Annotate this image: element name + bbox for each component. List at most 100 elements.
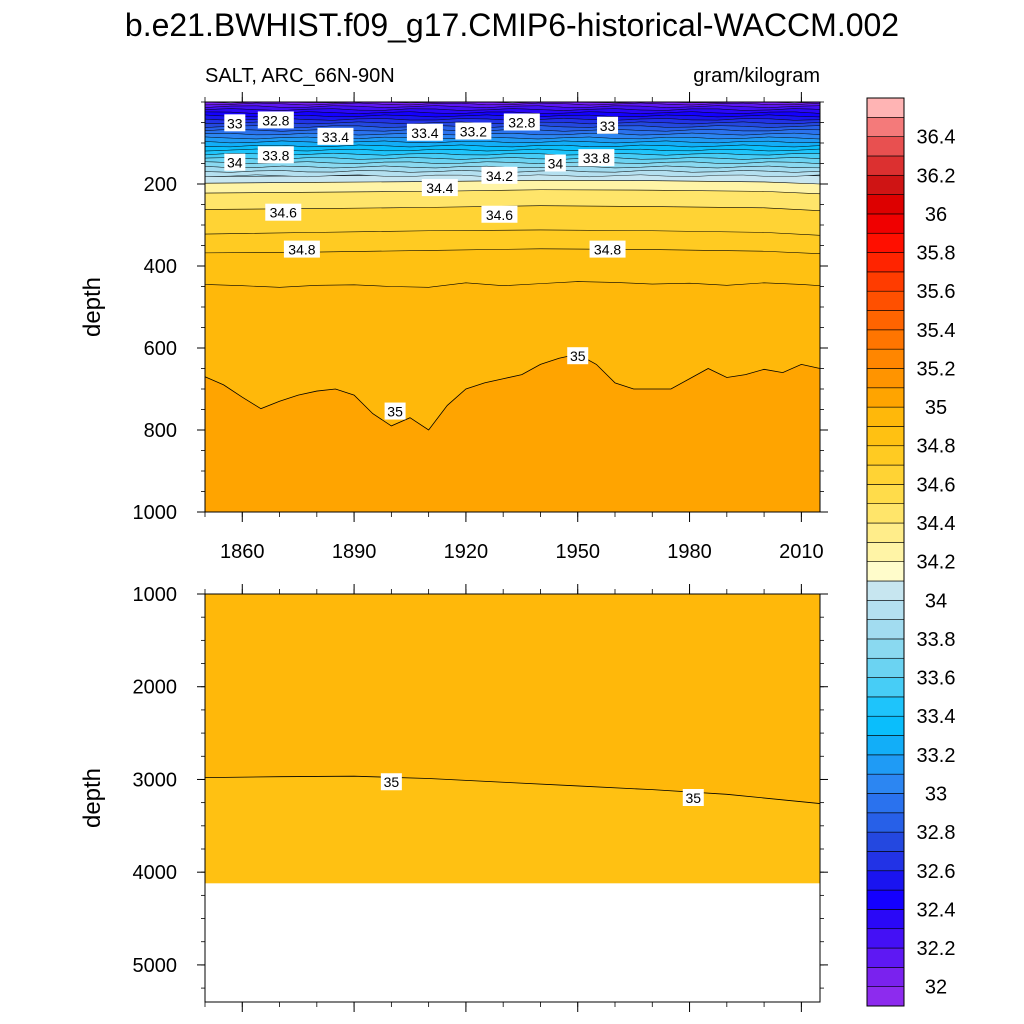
contour-label-box	[567, 347, 589, 365]
contour-label-box	[224, 153, 246, 171]
contour-label-box	[406, 123, 443, 141]
contour-label: 35	[567, 347, 589, 365]
contour-label-text: 33.2	[460, 124, 487, 140]
contour-label-text: 35	[384, 774, 400, 790]
contour-label: 33.2	[455, 122, 492, 140]
colorbar-tick-label: 32.2	[917, 938, 956, 960]
contour-label: 35	[380, 773, 402, 791]
contour-label-box	[224, 114, 246, 132]
colorbar-swatch	[866, 503, 905, 524]
colorbar-tick-label: 36.2	[917, 165, 956, 187]
contour-label-box	[481, 205, 518, 223]
contour-label-text: 34.6	[486, 207, 513, 223]
y-tick-label: 800	[144, 420, 177, 442]
colorbar-tick-label: 33.8	[917, 629, 956, 651]
contour-label-box	[682, 789, 704, 806]
colorbar-swatch	[866, 542, 905, 562]
colorbar-swatch	[866, 580, 905, 601]
contour-label: 35	[682, 789, 704, 806]
y-axis-label: depth	[79, 277, 106, 337]
colorbar-tick-label: 33.6	[917, 668, 956, 690]
colorbar-swatch	[866, 619, 905, 640]
contour-label-text: 34.6	[270, 205, 297, 221]
colorbar-swatch	[866, 464, 905, 485]
colorbar-swatch	[866, 484, 905, 505]
x-tick-label: 1980	[667, 541, 712, 563]
contour-label-text: 32.8	[262, 112, 289, 128]
contour-label: 34.8	[283, 240, 320, 258]
x-tick-label: 1950	[555, 541, 600, 563]
colorbar-swatch	[866, 773, 905, 794]
colorbar-swatch	[866, 928, 905, 949]
contour-label: 34	[224, 153, 246, 171]
colorbar-swatch	[866, 155, 905, 176]
colorbar-swatch	[866, 812, 905, 833]
contour-label-text: 33.8	[583, 150, 610, 166]
colorbar: 32 32.2 32.4 32.6 32.8 33 33.2 33.4 33.6 33.8 34 34…	[866, 97, 956, 1007]
contour-label-text: 33.4	[322, 129, 349, 145]
colorbar-swatch	[866, 136, 905, 157]
contour-label-text: 34	[227, 155, 243, 171]
contour-label-text: 33	[227, 115, 243, 131]
contour-label-text: 32.8	[508, 115, 535, 131]
colorbar-swatch	[866, 174, 905, 195]
colorbar-swatch	[866, 310, 905, 331]
contour-label-box	[317, 127, 354, 145]
colorbar-tick-label: 35	[925, 397, 947, 419]
colorbar-swatch	[866, 657, 905, 678]
colorbar-swatch	[866, 252, 905, 273]
colorbar-swatch	[866, 947, 905, 968]
contour-label: 34.2	[481, 166, 518, 184]
colorbar-swatch	[866, 909, 905, 930]
colorbar-swatch	[866, 290, 905, 311]
contour-label: 34	[544, 154, 566, 172]
colorbar-swatch	[866, 194, 905, 215]
contour-label: 34.6	[265, 203, 302, 221]
colorbar-tick-label: 35.4	[917, 320, 956, 342]
colorbar-tick-label: 33.2	[917, 745, 956, 767]
colorbar-swatch	[866, 986, 905, 1007]
contour-label: 34.8	[589, 240, 626, 258]
colorbar-tick-label: 33.4	[917, 706, 956, 728]
contour-label-box	[257, 146, 294, 164]
contour-label-text: 33	[600, 118, 616, 134]
contour-label: 33	[224, 114, 246, 132]
contour-label: 32.8	[503, 113, 540, 131]
contour-label-text: 34.8	[594, 242, 621, 258]
panel-upper: 33 32.8 33.4 33.4 33.2 32.8 33 34 33.8 34 33.8 34.4…	[79, 92, 828, 563]
contour-label-text: 34	[548, 156, 564, 172]
colorbar-swatch	[866, 967, 905, 987]
y-axis-label: depth	[79, 768, 106, 828]
colorbar-swatch	[866, 406, 905, 427]
contour-label-box	[265, 203, 302, 221]
colorbar-swatch	[866, 213, 905, 234]
contour-label-text: 35	[685, 790, 701, 806]
contour-label-box	[544, 154, 566, 172]
panel-lower: 35 35 1000 2000 3000 4000 5000 depth	[79, 584, 828, 1012]
colorbar-tick-label: 34.4	[917, 513, 956, 535]
contour-label-text: 35	[570, 348, 586, 364]
colorbar-tick-label: 36	[925, 204, 947, 226]
colorbar-swatch	[866, 793, 905, 814]
colorbar-swatch	[866, 368, 905, 389]
contour-label-box	[455, 122, 492, 140]
contour-label: 33.8	[257, 146, 294, 164]
contour-label: 33	[597, 116, 619, 134]
colorbar-swatch	[866, 638, 905, 659]
colorbar-swatch	[866, 387, 905, 408]
y-tick-label: 5000	[133, 955, 178, 977]
y-tick-label: 3000	[133, 769, 178, 791]
salinity-region-35	[205, 354, 820, 512]
colorbar-tick-label: 32.6	[917, 861, 956, 883]
colorbar-swatch	[866, 889, 905, 910]
units-label: gram/kilogram	[693, 65, 820, 87]
colorbar-swatch	[866, 97, 905, 118]
colorbar-tick-label: 32.4	[917, 899, 956, 921]
colorbar-swatch	[866, 599, 905, 620]
contour-label: 34.6	[481, 205, 518, 223]
contour-label: 33.8	[578, 149, 615, 167]
y-tick-label: 600	[144, 338, 177, 360]
colorbar-tick-label: 35.8	[917, 243, 956, 265]
colorbar-tick-label: 35.2	[917, 358, 956, 380]
colorbar-tick-label: 36.4	[917, 127, 956, 149]
